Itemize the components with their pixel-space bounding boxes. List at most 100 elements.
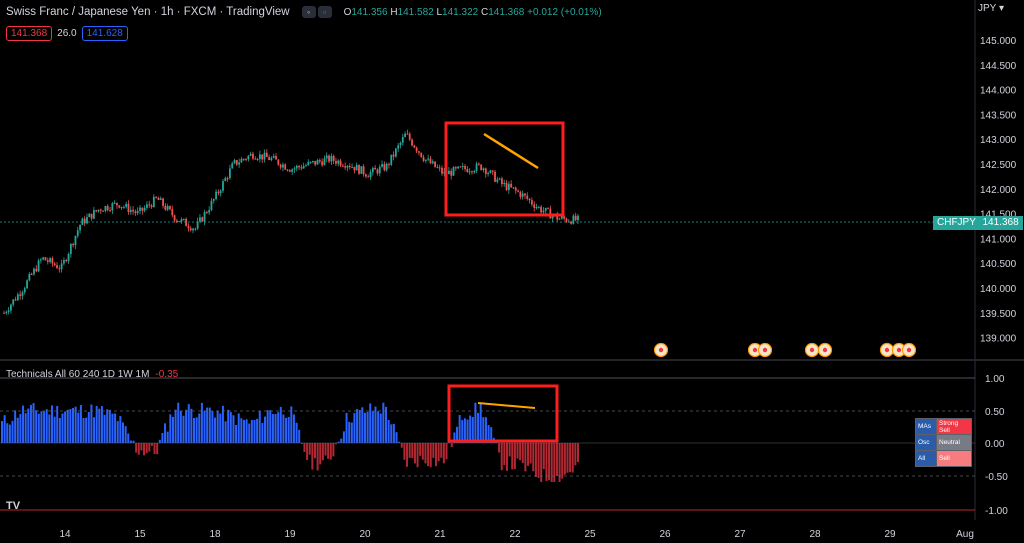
indicator-bar — [327, 443, 330, 459]
indicator-bar — [235, 424, 238, 443]
candle-body — [560, 216, 563, 219]
indicator-bar — [316, 443, 319, 471]
indicator-bar — [129, 440, 132, 443]
indicator-bar — [40, 411, 43, 443]
candle-body — [231, 163, 234, 169]
candle-body — [475, 163, 478, 171]
candle-body — [74, 235, 77, 246]
annotation-box-indicator[interactable] — [447, 384, 559, 443]
candle-body — [81, 218, 84, 225]
candle-body — [238, 162, 241, 165]
event-markers[interactable] — [653, 342, 917, 358]
indicator-bar — [121, 422, 124, 443]
candle-body — [118, 205, 121, 208]
candle-body — [256, 159, 259, 161]
candle-body — [514, 187, 517, 191]
candle-body — [348, 166, 351, 168]
indicator-legend[interactable]: Technicals All 60 240 1D 1W 1M -0.35 — [6, 369, 178, 380]
event-marker-icon[interactable] — [653, 342, 669, 358]
price-tick-label: 144.000 — [980, 86, 1017, 97]
symbol-title[interactable]: Swiss Franc / Japanese Yen · 1h · FXCM ·… — [6, 6, 290, 18]
event-marker-icon[interactable] — [817, 342, 833, 358]
indicator-bar — [363, 412, 366, 443]
hide-icon[interactable]: ◦ — [301, 6, 316, 18]
indicator-bar — [453, 432, 456, 443]
candle-body — [120, 206, 123, 208]
candle-body — [143, 207, 146, 211]
indicator-bar — [292, 414, 295, 443]
close-value: 141.368 — [488, 6, 525, 18]
indicator-bar — [300, 443, 303, 444]
price-tick-label: 140.500 — [980, 259, 1017, 270]
event-marker-icon[interactable] — [757, 342, 773, 358]
indicator-bar — [232, 415, 235, 443]
candle-body — [261, 154, 264, 160]
price-axis[interactable]: 145.000 144.500 144.000 143.500 143.000 142.5… — [980, 36, 1017, 345]
indicator-bar — [337, 441, 340, 443]
indicator-bar — [177, 402, 180, 443]
time-axis[interactable]: 14 15 18 19 20 21 22 25 26 27 28 29 Aug — [59, 529, 973, 540]
indicator-bar — [69, 408, 72, 443]
indicator-bar — [419, 443, 422, 456]
buy-button[interactable]: 141.628 — [81, 26, 128, 41]
table-key: All — [915, 450, 937, 467]
candle-body — [129, 209, 132, 213]
currency-selector[interactable]: JPY ▾ — [978, 3, 1004, 14]
candle-body — [318, 160, 321, 162]
annotation-trendline-price[interactable] — [483, 132, 539, 170]
close-icon[interactable]: ▫ — [317, 6, 332, 18]
indicator-bar — [242, 419, 245, 443]
indicator-bar — [329, 443, 332, 460]
indicator-bar — [74, 406, 77, 443]
annotation-trendline-indicator[interactable] — [477, 402, 536, 409]
candle-body — [452, 167, 455, 176]
candle-body — [394, 148, 397, 157]
candle-body — [69, 243, 72, 255]
candle-body — [5, 312, 8, 314]
candle-body — [450, 170, 453, 176]
candle-body — [489, 170, 492, 173]
technicals-table: MAs Strong Sell Osc Neutral All Sell — [915, 418, 972, 467]
candles — [3, 129, 579, 315]
sell-button[interactable]: 141.368 — [6, 26, 53, 41]
price-tick-label: 140.000 — [980, 284, 1017, 295]
candle-body — [88, 213, 91, 218]
indicator-bar — [1, 421, 3, 443]
candle-body — [203, 212, 206, 222]
indicator-bar — [145, 443, 148, 454]
candle-body — [28, 273, 31, 281]
indicator-axis[interactable]: 1.00 0.50 0.00 -0.50 -1.00 — [985, 374, 1008, 517]
candle-body — [570, 221, 572, 224]
candle-body — [19, 294, 22, 296]
candle-body — [44, 257, 47, 261]
candle-body — [56, 265, 58, 269]
tradingview-logo[interactable]: TV — [6, 500, 21, 512]
candle-body — [530, 200, 533, 205]
indicator-bar — [24, 413, 27, 443]
indicator-bar — [369, 403, 372, 443]
indicator-bar — [534, 443, 537, 477]
indicator-bar — [185, 409, 188, 443]
time-tick-label: 19 — [284, 529, 296, 540]
candle-body — [90, 213, 93, 219]
candle-body — [162, 198, 164, 206]
candle-body — [510, 183, 513, 188]
event-marker-icon[interactable] — [879, 342, 895, 358]
indicator-bar — [79, 405, 82, 443]
indicator-bar — [463, 418, 466, 443]
table-key: MAs — [915, 418, 937, 435]
candle-body — [30, 273, 33, 275]
price-tick-label: 142.500 — [980, 160, 1017, 171]
indicator-bar — [48, 414, 51, 443]
event-marker-icon[interactable] — [804, 342, 820, 358]
candle-body — [210, 200, 213, 211]
indicator-bar — [537, 443, 540, 478]
indicator-bar — [161, 433, 164, 443]
time-tick-label: 18 — [209, 529, 221, 540]
annotation-box-price[interactable] — [444, 121, 565, 217]
candle-body — [14, 299, 17, 301]
candle-body — [201, 217, 204, 222]
indicator-bar — [206, 407, 209, 443]
event-marker-icon[interactable] — [901, 342, 917, 358]
